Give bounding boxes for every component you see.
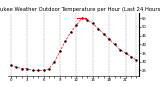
Title: Milwaukee Weather Outdoor Temperature per Hour (Last 24 Hours): Milwaukee Weather Outdoor Temperature pe… [0, 7, 160, 12]
